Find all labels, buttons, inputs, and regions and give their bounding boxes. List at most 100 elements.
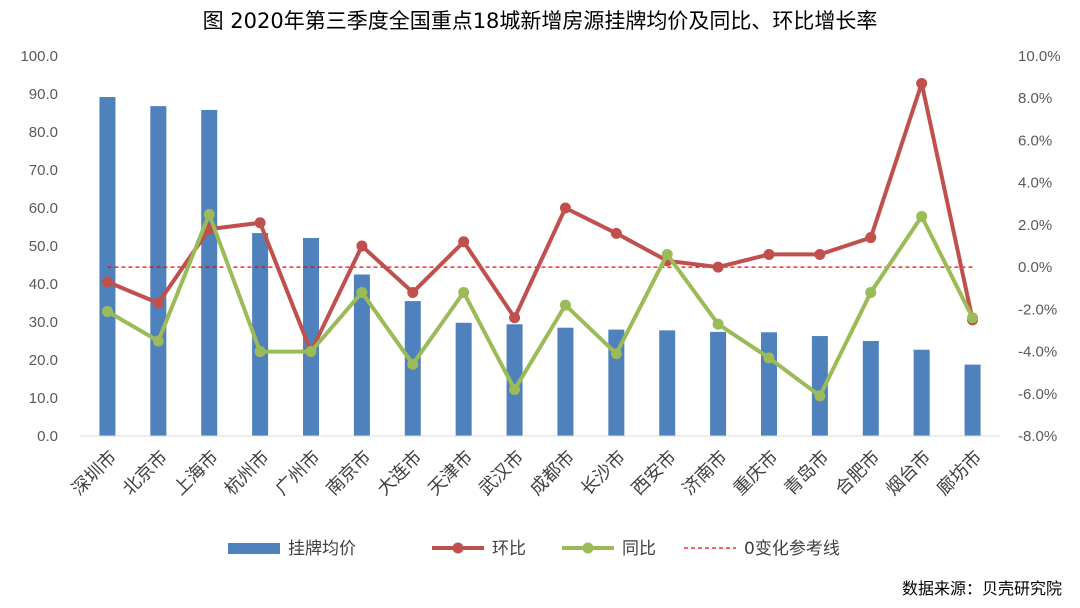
right-tick-label: 10.0% (1018, 48, 1061, 65)
series-point-0 (610, 227, 622, 239)
left-tick-label: 80.0 (29, 124, 58, 141)
left-tick-label: 70.0 (29, 162, 58, 179)
legend-swatch-marker (452, 542, 464, 554)
x-tick-label: 廊坊市 (933, 447, 986, 500)
left-tick-label: 50.0 (29, 238, 58, 255)
series-point-1 (254, 346, 266, 358)
series-point-1 (916, 210, 928, 222)
x-tick-label: 重庆市 (730, 447, 783, 500)
x-tick-label: 大连市 (373, 447, 426, 500)
chart-title: 图 2020年第三季度全国重点18城新增房源挂牌均价及同比、环比增长率 (203, 9, 878, 33)
series-point-1 (865, 286, 877, 298)
x-tick-label: 成都市 (526, 447, 579, 500)
series-point-1 (458, 286, 470, 298)
legend-label: 同比 (622, 539, 656, 559)
series-point-0 (407, 286, 419, 298)
legend-label: 环比 (492, 539, 526, 559)
right-tick-label: 4.0% (1018, 175, 1052, 192)
right-tick-label: -4.0% (1018, 344, 1057, 361)
series-point-1 (101, 305, 113, 317)
series-point-0 (458, 236, 470, 248)
series-point-0 (254, 217, 266, 229)
bar-济南市 (710, 331, 727, 436)
x-tick-label: 西安市 (628, 447, 681, 500)
series-point-0 (712, 261, 724, 273)
x-tick-label: 长沙市 (577, 447, 630, 500)
bar-成都市 (557, 327, 574, 436)
series-point-1 (610, 348, 622, 360)
left-tick-label: 30.0 (29, 314, 58, 331)
bar-北京市 (150, 106, 167, 436)
bar-南京市 (353, 274, 370, 436)
series-point-1 (305, 346, 317, 358)
series-point-0 (152, 297, 164, 309)
series-line-0 (105, 81, 975, 354)
x-tick-label: 武汉市 (475, 447, 528, 500)
series-point-0 (509, 312, 521, 324)
series-point-1 (763, 352, 775, 364)
bar-西安市 (659, 330, 676, 436)
x-tick-label: 杭州市 (221, 447, 274, 500)
bar-杭州市 (252, 233, 269, 436)
series-line-1 (105, 212, 975, 398)
right-tick-label: -8.0% (1018, 428, 1057, 445)
left-tick-label: 0.0 (37, 428, 58, 445)
legend-label: 挂牌均价 (288, 539, 356, 559)
left-tick-label: 60.0 (29, 200, 58, 217)
series-point-0 (356, 240, 368, 252)
bar-重庆市 (761, 332, 777, 436)
series-point-1 (559, 299, 571, 311)
series-point-1 (661, 248, 673, 260)
x-tick-label: 广州市 (272, 447, 325, 500)
series-point-1 (356, 286, 368, 298)
right-tick-label: -6.0% (1018, 386, 1057, 403)
legend: 挂牌均价 环比 同比 0变化参考线 (228, 539, 840, 559)
series-point-1 (967, 312, 979, 324)
x-tick-label: 济南市 (679, 447, 732, 500)
series-point-1 (509, 384, 521, 396)
right-tick-label: -2.0% (1018, 301, 1057, 318)
series-point-1 (814, 390, 826, 402)
left-tick-label: 20.0 (29, 352, 58, 369)
right-axis-ticks: 10.0% 8.0% 6.0% 4.0% 2.0% 0.0% -2.0% -4.0% -6.0%… (1018, 48, 1061, 445)
x-tick-label: 青岛市 (780, 447, 833, 500)
legend-swatch-marker (582, 542, 594, 554)
x-axis-ticks: 深圳市北京市上海市杭州市广州市南京市大连市天津市武汉市成都市长沙市西安市济南市重… (68, 447, 986, 500)
series-point-1 (152, 335, 164, 347)
right-tick-label: 2.0% (1018, 217, 1052, 234)
left-tick-label: 100.0 (20, 48, 58, 65)
left-tick-label: 90.0 (29, 86, 58, 103)
bar-烟台市 (913, 349, 930, 436)
bar-上海市 (201, 109, 218, 437)
x-tick-label: 北京市 (119, 447, 172, 500)
x-tick-label: 烟台市 (882, 447, 935, 500)
bar-广州市 (303, 238, 319, 436)
line-series (101, 77, 979, 402)
series-point-1 (712, 318, 724, 330)
left-tick-label: 40.0 (29, 276, 58, 293)
series-point-1 (407, 358, 419, 370)
series-point-0 (101, 276, 113, 288)
bar-廊坊市 (964, 364, 981, 436)
series-point-1 (203, 208, 215, 220)
series-point-0 (763, 248, 775, 260)
legend-label: 0变化参考线 (744, 539, 840, 559)
x-tick-label: 深圳市 (68, 447, 121, 500)
left-axis-ticks: 100.0 90.0 80.0 70.0 60.0 50.0 40.0 30.0 20.0 10.… (20, 48, 58, 445)
x-tick-label: 上海市 (170, 447, 223, 500)
series-point-0 (814, 248, 826, 260)
right-tick-label: 8.0% (1018, 90, 1052, 107)
series-point-0 (916, 77, 928, 89)
right-tick-label: 0.0% (1018, 259, 1052, 276)
source-note: 数据来源：贝壳研究院 (902, 579, 1062, 598)
series-point-0 (865, 232, 877, 244)
x-tick-label: 天津市 (424, 447, 477, 500)
left-tick-label: 10.0 (29, 390, 58, 407)
series-point-0 (559, 202, 571, 214)
bar-武汉市 (506, 324, 523, 436)
bar-合肥市 (862, 341, 879, 436)
legend-swatch-bar (228, 543, 280, 554)
x-tick-label: 合肥市 (831, 447, 884, 500)
right-tick-label: 6.0% (1018, 132, 1052, 149)
